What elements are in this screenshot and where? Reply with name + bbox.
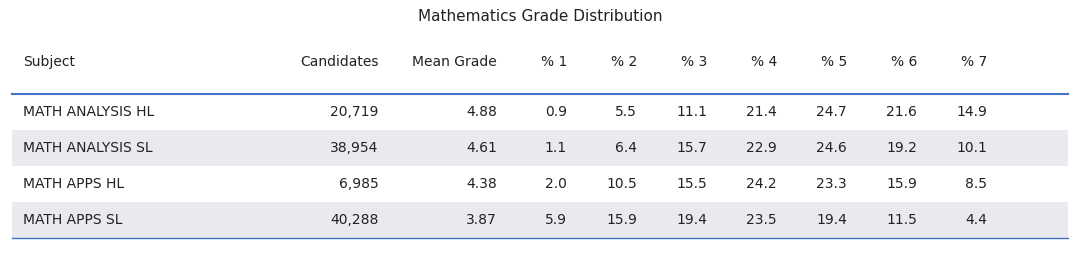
FancyBboxPatch shape: [12, 94, 1068, 130]
FancyBboxPatch shape: [12, 130, 1068, 166]
Text: 20,719: 20,719: [330, 105, 378, 119]
Text: Mean Grade: Mean Grade: [413, 55, 497, 69]
Text: MATH ANALYSIS SL: MATH ANALYSIS SL: [23, 141, 152, 155]
Text: MATH APPS HL: MATH APPS HL: [23, 177, 124, 191]
FancyBboxPatch shape: [12, 202, 1068, 237]
Text: 4.4: 4.4: [966, 213, 987, 227]
Text: Mathematics Grade Distribution: Mathematics Grade Distribution: [418, 9, 662, 24]
Text: 8.5: 8.5: [966, 177, 987, 191]
Text: 24.7: 24.7: [816, 105, 847, 119]
Text: 2.0: 2.0: [545, 177, 567, 191]
Text: % 4: % 4: [751, 55, 777, 69]
Text: % 6: % 6: [891, 55, 917, 69]
Text: MATH ANALYSIS HL: MATH ANALYSIS HL: [23, 105, 154, 119]
Text: % 2: % 2: [610, 55, 637, 69]
Text: 1.1: 1.1: [544, 141, 567, 155]
Text: Candidates: Candidates: [300, 55, 378, 69]
Text: 5.5: 5.5: [616, 105, 637, 119]
Text: 6.4: 6.4: [615, 141, 637, 155]
Text: 0.9: 0.9: [545, 105, 567, 119]
Text: 23.3: 23.3: [816, 177, 847, 191]
Text: 21.6: 21.6: [887, 105, 917, 119]
Text: 23.5: 23.5: [746, 213, 777, 227]
Text: % 5: % 5: [821, 55, 847, 69]
Text: 11.1: 11.1: [676, 105, 707, 119]
FancyBboxPatch shape: [12, 166, 1068, 202]
Text: % 3: % 3: [680, 55, 707, 69]
Text: 21.4: 21.4: [746, 105, 777, 119]
Text: 24.2: 24.2: [746, 177, 777, 191]
Text: 14.9: 14.9: [956, 105, 987, 119]
Text: Subject: Subject: [23, 55, 75, 69]
Text: 5.9: 5.9: [545, 213, 567, 227]
Text: 38,954: 38,954: [330, 141, 378, 155]
Text: MATH APPS SL: MATH APPS SL: [23, 213, 122, 227]
Text: 10.5: 10.5: [606, 177, 637, 191]
Text: 15.5: 15.5: [676, 177, 707, 191]
Text: 19.2: 19.2: [887, 141, 917, 155]
Text: 6,985: 6,985: [339, 177, 378, 191]
Text: 15.9: 15.9: [606, 213, 637, 227]
Text: 19.4: 19.4: [816, 213, 847, 227]
Text: 24.6: 24.6: [816, 141, 847, 155]
Text: 15.9: 15.9: [887, 177, 917, 191]
Text: 4.88: 4.88: [467, 105, 497, 119]
Text: % 7: % 7: [961, 55, 987, 69]
Text: 11.5: 11.5: [887, 213, 917, 227]
Text: 22.9: 22.9: [746, 141, 777, 155]
Text: 4.38: 4.38: [467, 177, 497, 191]
Text: 10.1: 10.1: [956, 141, 987, 155]
Text: 3.87: 3.87: [467, 213, 497, 227]
Text: % 1: % 1: [541, 55, 567, 69]
Text: 40,288: 40,288: [330, 213, 378, 227]
Text: 15.7: 15.7: [676, 141, 707, 155]
Text: 19.4: 19.4: [676, 213, 707, 227]
Text: 4.61: 4.61: [467, 141, 497, 155]
